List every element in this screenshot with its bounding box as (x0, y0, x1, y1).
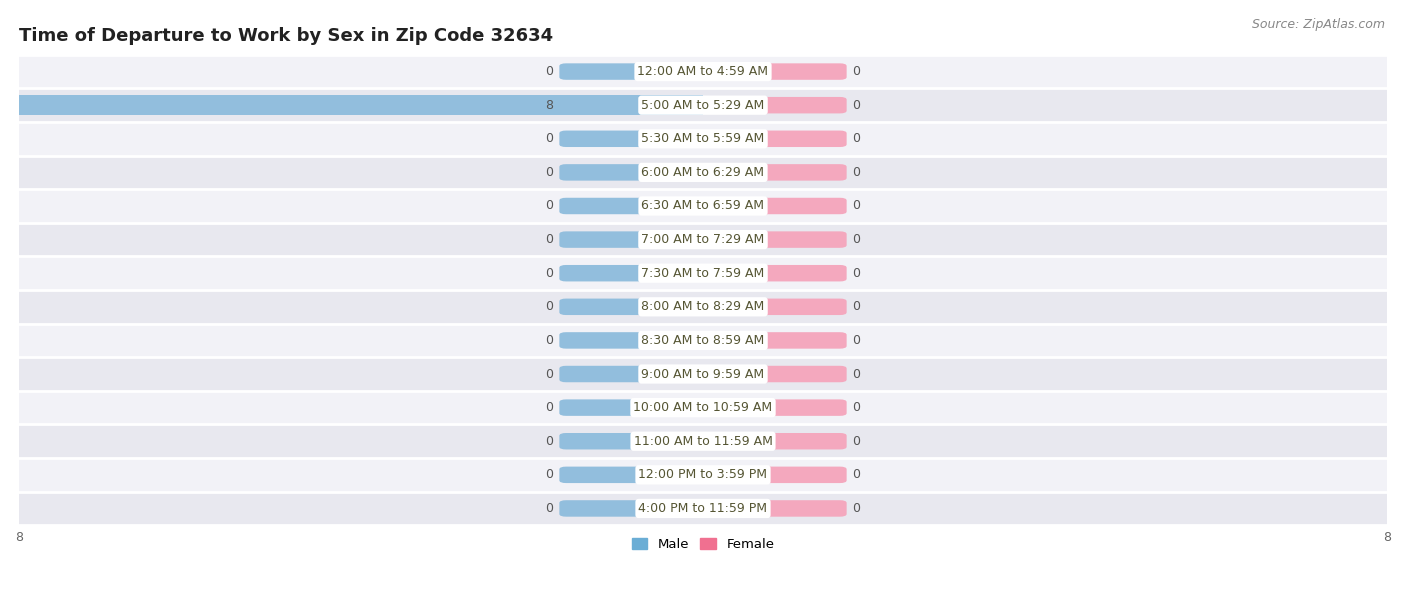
Text: Source: ZipAtlas.com: Source: ZipAtlas.com (1251, 18, 1385, 31)
Bar (20, 122, 1386, 156)
Bar (20, 156, 1386, 189)
FancyBboxPatch shape (696, 198, 846, 214)
Bar (20, 357, 1386, 391)
Text: 0: 0 (546, 166, 554, 179)
Bar (20, 324, 1386, 357)
Text: 0: 0 (546, 401, 554, 414)
Text: 0: 0 (546, 233, 554, 246)
Text: 7:30 AM to 7:59 AM: 7:30 AM to 7:59 AM (641, 267, 765, 280)
Bar (20, 425, 1386, 458)
Text: 0: 0 (546, 468, 554, 481)
Text: 5:00 AM to 5:29 AM: 5:00 AM to 5:29 AM (641, 99, 765, 112)
Text: 0: 0 (546, 368, 554, 381)
FancyBboxPatch shape (696, 64, 846, 80)
Bar (20, 89, 1386, 122)
Text: 11:00 AM to 11:59 AM: 11:00 AM to 11:59 AM (634, 435, 772, 448)
FancyBboxPatch shape (560, 198, 710, 214)
Text: 0: 0 (852, 502, 860, 515)
Text: 0: 0 (546, 200, 554, 213)
FancyBboxPatch shape (560, 232, 710, 248)
Text: 0: 0 (546, 502, 554, 515)
Text: 4:00 PM to 11:59 PM: 4:00 PM to 11:59 PM (638, 502, 768, 515)
FancyBboxPatch shape (560, 399, 710, 416)
Text: 0: 0 (546, 132, 554, 146)
Bar (20, 391, 1386, 425)
Text: 0: 0 (852, 166, 860, 179)
FancyBboxPatch shape (560, 500, 710, 517)
Text: 0: 0 (852, 233, 860, 246)
Text: 0: 0 (852, 65, 860, 78)
FancyBboxPatch shape (560, 265, 710, 282)
Text: 8: 8 (546, 99, 554, 112)
FancyBboxPatch shape (560, 332, 710, 349)
Text: 0: 0 (546, 435, 554, 448)
FancyBboxPatch shape (560, 433, 710, 450)
Text: 7:00 AM to 7:29 AM: 7:00 AM to 7:29 AM (641, 233, 765, 246)
Text: 0: 0 (852, 99, 860, 112)
Text: 5:30 AM to 5:59 AM: 5:30 AM to 5:59 AM (641, 132, 765, 146)
Bar (20, 290, 1386, 324)
FancyBboxPatch shape (560, 467, 710, 483)
FancyBboxPatch shape (696, 131, 846, 147)
FancyBboxPatch shape (696, 399, 846, 416)
Bar (20, 55, 1386, 89)
Text: 9:00 AM to 9:59 AM: 9:00 AM to 9:59 AM (641, 368, 765, 381)
Bar (20, 223, 1386, 257)
Text: 6:30 AM to 6:59 AM: 6:30 AM to 6:59 AM (641, 200, 765, 213)
Text: 8:00 AM to 8:29 AM: 8:00 AM to 8:29 AM (641, 301, 765, 313)
Bar (20, 458, 1386, 492)
FancyBboxPatch shape (696, 299, 846, 315)
Text: 0: 0 (852, 132, 860, 146)
FancyBboxPatch shape (696, 164, 846, 181)
Text: 12:00 PM to 3:59 PM: 12:00 PM to 3:59 PM (638, 468, 768, 481)
Text: 0: 0 (546, 301, 554, 313)
FancyBboxPatch shape (696, 366, 846, 383)
Text: 0: 0 (852, 468, 860, 481)
FancyBboxPatch shape (560, 64, 710, 80)
Text: 0: 0 (852, 267, 860, 280)
FancyBboxPatch shape (696, 332, 846, 349)
Legend: Male, Female: Male, Female (626, 533, 780, 557)
Text: 6:00 AM to 6:29 AM: 6:00 AM to 6:29 AM (641, 166, 765, 179)
Text: 0: 0 (852, 435, 860, 448)
Text: 8:30 AM to 8:59 AM: 8:30 AM to 8:59 AM (641, 334, 765, 347)
FancyBboxPatch shape (560, 97, 710, 113)
FancyBboxPatch shape (560, 164, 710, 181)
FancyBboxPatch shape (560, 299, 710, 315)
Text: Time of Departure to Work by Sex in Zip Code 32634: Time of Departure to Work by Sex in Zip … (20, 27, 553, 45)
Bar (20, 492, 1386, 525)
FancyBboxPatch shape (696, 232, 846, 248)
FancyBboxPatch shape (560, 366, 710, 383)
FancyBboxPatch shape (696, 467, 846, 483)
Text: 12:00 AM to 4:59 AM: 12:00 AM to 4:59 AM (637, 65, 769, 78)
Text: 0: 0 (852, 401, 860, 414)
FancyBboxPatch shape (696, 500, 846, 517)
Bar (20, 257, 1386, 290)
Bar (20, 95, 703, 115)
FancyBboxPatch shape (696, 433, 846, 450)
Text: 0: 0 (852, 200, 860, 213)
Text: 10:00 AM to 10:59 AM: 10:00 AM to 10:59 AM (634, 401, 772, 414)
Text: 0: 0 (852, 334, 860, 347)
FancyBboxPatch shape (560, 131, 710, 147)
Text: 0: 0 (546, 65, 554, 78)
FancyBboxPatch shape (696, 265, 846, 282)
Text: 0: 0 (852, 301, 860, 313)
Text: 0: 0 (546, 334, 554, 347)
Bar (20, 189, 1386, 223)
Text: 0: 0 (852, 368, 860, 381)
FancyBboxPatch shape (696, 97, 846, 113)
Text: 0: 0 (546, 267, 554, 280)
